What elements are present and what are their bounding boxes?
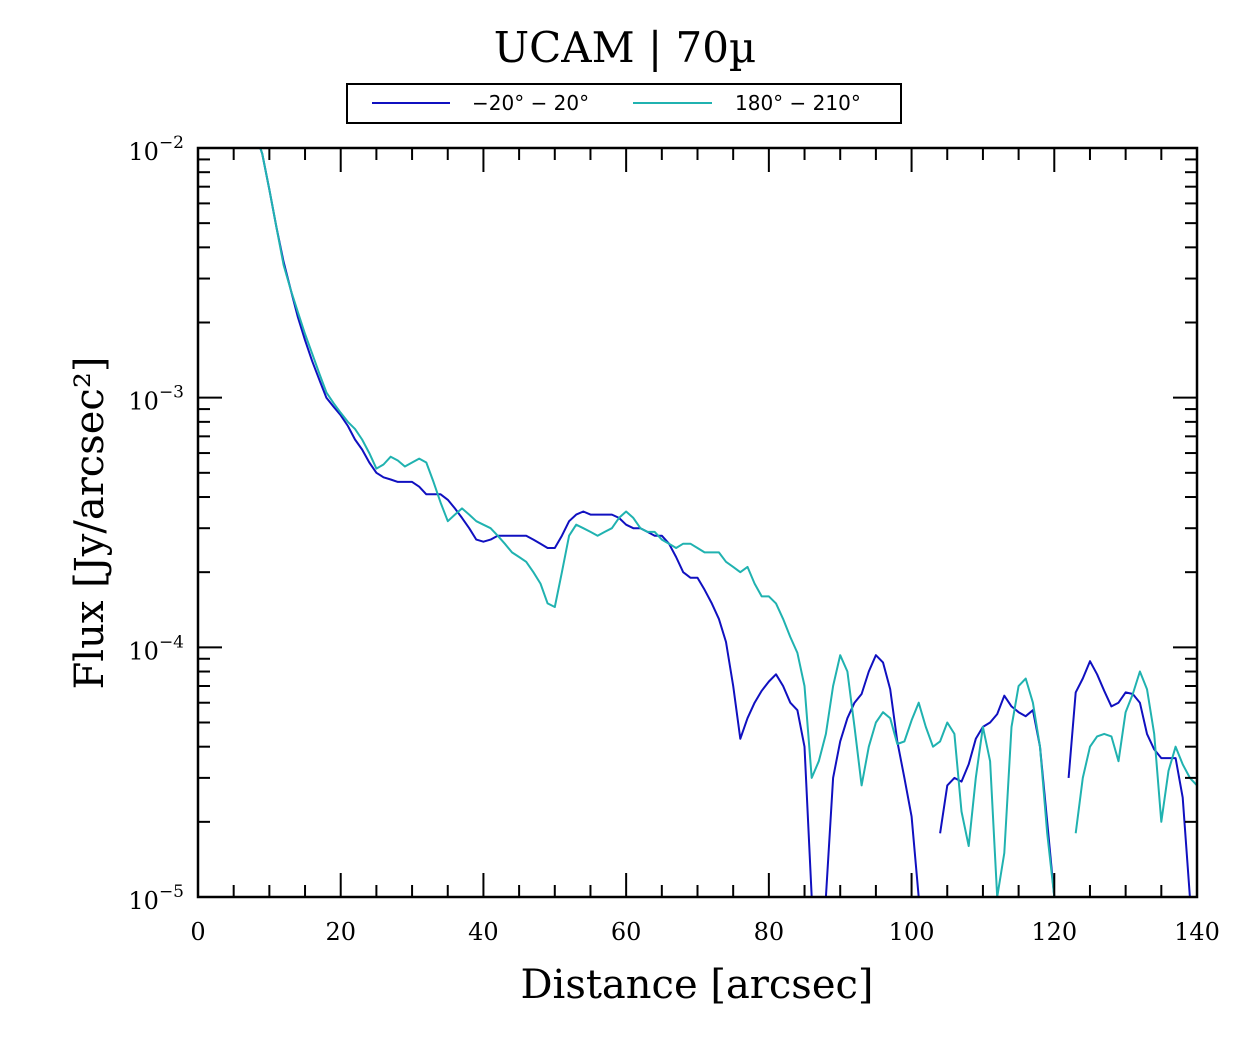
series-line-2 bbox=[259, 148, 1197, 897]
x-tick-label: 100 bbox=[889, 918, 935, 946]
x-tick-label: 40 bbox=[468, 918, 499, 946]
plot-frame bbox=[196, 146, 1199, 899]
y-tick-labels: 10−5 10−4 10−3 10−2 bbox=[128, 133, 184, 915]
x-axis-label: Distance [arcsec] bbox=[520, 962, 873, 1008]
x-tick-label: 0 bbox=[190, 918, 205, 946]
chart-title: UCAM | 70µ bbox=[494, 23, 756, 72]
y-tick-label: 10−4 bbox=[128, 632, 184, 665]
x-tick-label: 140 bbox=[1174, 918, 1220, 946]
axis-ticks bbox=[197, 147, 1198, 898]
series-layer bbox=[259, 148, 1197, 897]
legend-label-series-1: −20° − 20° bbox=[472, 91, 589, 115]
legend: −20° − 20° 180° − 210° bbox=[346, 83, 902, 124]
y-axis-label: Flux [Jy/arcsec²] bbox=[67, 357, 113, 690]
x-tick-labels: 0 20 40 60 80 100 120 140 bbox=[190, 918, 1220, 946]
x-tick-label: 60 bbox=[611, 918, 642, 946]
series-line-1 bbox=[259, 148, 1191, 897]
y-tick-label: 10−2 bbox=[128, 133, 184, 166]
x-tick-label: 80 bbox=[754, 918, 785, 946]
y-tick-label: 10−3 bbox=[128, 383, 184, 416]
legend-label-series-2: 180° − 210° bbox=[735, 91, 861, 115]
x-tick-label: 20 bbox=[325, 918, 356, 946]
y-tick-label: 10−5 bbox=[128, 882, 184, 915]
chart-title-text: UCAM | 70µ bbox=[494, 23, 756, 72]
x-tick-label: 120 bbox=[1031, 918, 1077, 946]
